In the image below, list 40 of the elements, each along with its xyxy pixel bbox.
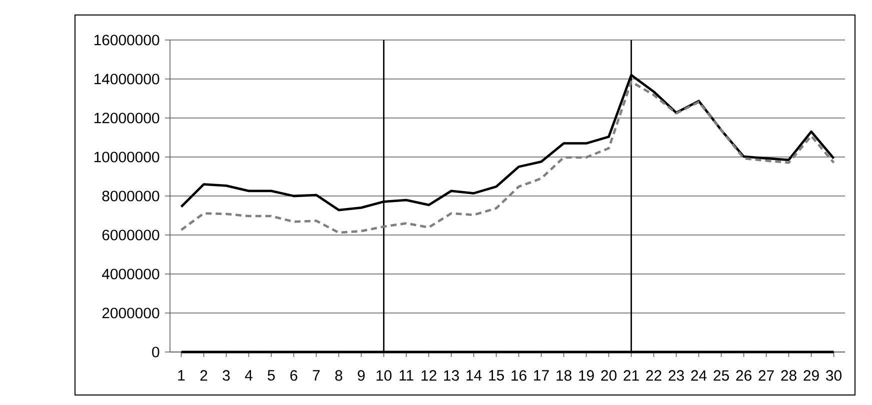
- x-tick-label: 30: [826, 370, 842, 381]
- x-tick-label: 16: [512, 370, 526, 381]
- x-tick-label: 4: [244, 370, 252, 380]
- x-tick-label: 2: [200, 370, 208, 381]
- x-tick-label: 15: [489, 370, 504, 381]
- x-tick-label: 27: [758, 370, 774, 381]
- x-tick-label: 18: [556, 370, 572, 381]
- x-tick-label: 5: [268, 370, 275, 381]
- y-tick-label: 10000000: [94, 152, 160, 162]
- x-tick-label: 22: [646, 370, 662, 381]
- line-series: [180, 80, 835, 234]
- x-tick-label: 6: [290, 370, 298, 381]
- y-tick-label: 16000000: [94, 34, 160, 46]
- x-tick-label: 19: [579, 370, 594, 381]
- y-tick-label: 0: [152, 346, 160, 358]
- x-tick-label: 17: [534, 370, 549, 380]
- x-tick-label: 23: [668, 370, 684, 381]
- y-tick-label: 14000000: [94, 74, 160, 84]
- x-tick-label: 14: [466, 370, 482, 380]
- x-tick-label: 25: [714, 370, 729, 381]
- x-tick-label: 9: [358, 370, 365, 381]
- y-tick-label: 12000000: [94, 112, 160, 124]
- x-tick-label: 21: [624, 370, 639, 381]
- x-tick-label: 13: [444, 370, 459, 381]
- x-tick-label: 26: [736, 370, 752, 381]
- x-tick-label: 1: [178, 370, 185, 380]
- x-tick-label: 11: [400, 370, 414, 380]
- x-tick-label: 29: [804, 370, 819, 381]
- y-tick-label: 4000000: [102, 268, 160, 280]
- x-tick-label: 8: [335, 370, 342, 381]
- x-tick-label: 10: [376, 370, 392, 381]
- y-tick-label: 8000000: [102, 190, 160, 202]
- x-tick-label: 24: [691, 370, 707, 381]
- x-tick-label: 28: [781, 370, 796, 381]
- x-tick-label: 20: [601, 370, 616, 381]
- x-tick-label: 12: [422, 370, 436, 381]
- x-tick-label: 3: [222, 370, 230, 381]
- y-tick-label: 6000000: [102, 230, 160, 240]
- x-tick-label: 7: [312, 370, 320, 380]
- y-tick-label: 2000000: [102, 308, 160, 318]
